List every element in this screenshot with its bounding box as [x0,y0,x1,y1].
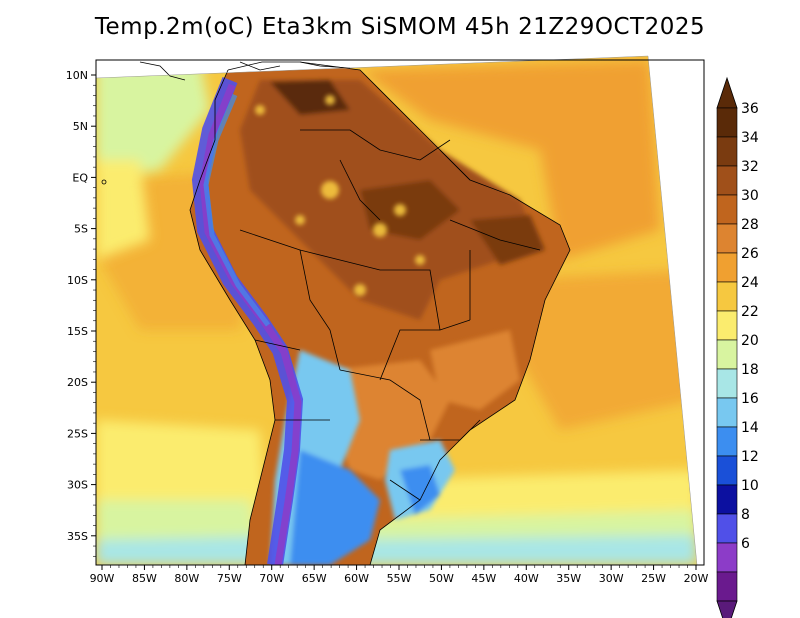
colorbar-label: 16 [741,391,759,407]
lon-tick-label: 65W [302,572,327,585]
colorbar-segment [716,281,738,312]
lon-tick-label: 50W [429,572,454,585]
colorbar-label: 14 [741,420,759,436]
colorbar-segment [716,513,738,544]
colorbar-label: 24 [741,275,759,291]
temperature-field [96,56,697,565]
lon-tick-label: 90W [90,572,115,585]
colorbar-label: 18 [741,362,759,378]
lon-tick-label: 70W [259,572,284,585]
colorbar-segment [716,484,738,515]
lat-tick-label: 35S [67,530,88,543]
colorbar-segment [716,252,738,283]
plot-frame [95,59,705,566]
colorbar-label: 20 [741,333,759,349]
lon-tick-label: 75W [217,572,242,585]
colorbar-segment [716,339,738,370]
latitude-axis: 10N 5N EQ 5S 10S 15S 20S 25S 30S 35S [66,69,96,557]
lon-tick-label: 35W [556,572,581,585]
colorbar-segment [716,426,738,457]
lat-tick-label: 10N [66,69,88,82]
colorbar-segment [716,107,738,138]
colorbar-group: 36 34 32 30 28 26 24 22 20 18 16 14 12 10 8 6 [716,76,759,618]
colorbar-top-arrow [716,76,738,109]
colorbar-bottom-arrow [716,600,738,618]
colorbar-label: 36 [741,101,759,117]
lat-tick-label: 20S [67,376,88,389]
colorbar-label: 32 [741,159,759,175]
lon-tick-label: 60W [344,572,369,585]
lon-tick-label: 40W [514,572,539,585]
land-south-lowlands [330,330,520,480]
lat-tick-label: 25S [67,427,88,440]
colorbar-label: 30 [741,188,759,204]
colorbar-segment [716,194,738,225]
south-atlantic-cool [340,470,697,565]
longitude-axis: 90W 85W 80W 75W 70W 65W 60W 55W 50W 45W 40W 35W 30W 2… [90,565,709,585]
lon-tick-label: 45W [471,572,496,585]
lon-tick-label: 80W [174,572,199,585]
colorbar-segment [716,542,738,573]
colorbar-segment [716,397,738,428]
lat-tick-label: 15S [67,325,88,338]
colorbar-label: 28 [741,217,759,233]
lat-tick-label: 5S [74,223,88,236]
colorbar-segment [716,571,738,602]
lon-tick-label: 20W [684,572,709,585]
colorbar-segment [716,368,738,399]
colorbar-segment [716,310,738,341]
andes-cold-ridge [191,77,304,565]
colorbar-label: 8 [741,507,750,523]
colorbar-segment [716,455,738,486]
lon-tick-label: 25W [641,572,666,585]
map-title: Temp.2m(oC) Eta3km SiSMOM 45h 21Z29OCT20… [94,14,706,40]
colorbar-segment [716,136,738,167]
colorbar-label: 10 [741,478,759,494]
colorbar-label: 6 [741,536,750,552]
colorbar-segment [716,165,738,196]
colorbar-label: 22 [741,304,759,320]
lat-tick-label: 30S [67,479,88,492]
colorbar-segment [716,223,738,254]
lon-tick-label: 30W [599,572,624,585]
lat-tick-label: EQ [72,171,88,184]
colorbar-label: 12 [741,449,759,465]
colorbar-label: 34 [741,130,759,146]
land-hot-core [240,80,545,320]
land-hotspots [255,95,425,296]
lat-tick-label: 5N [73,120,88,133]
lon-tick-label: 85W [132,572,157,585]
colorbar-label: 26 [741,246,759,262]
caribbean-coast [101,61,351,185]
lat-tick-label: 10S [67,274,88,287]
lon-tick-label: 55W [387,572,412,585]
